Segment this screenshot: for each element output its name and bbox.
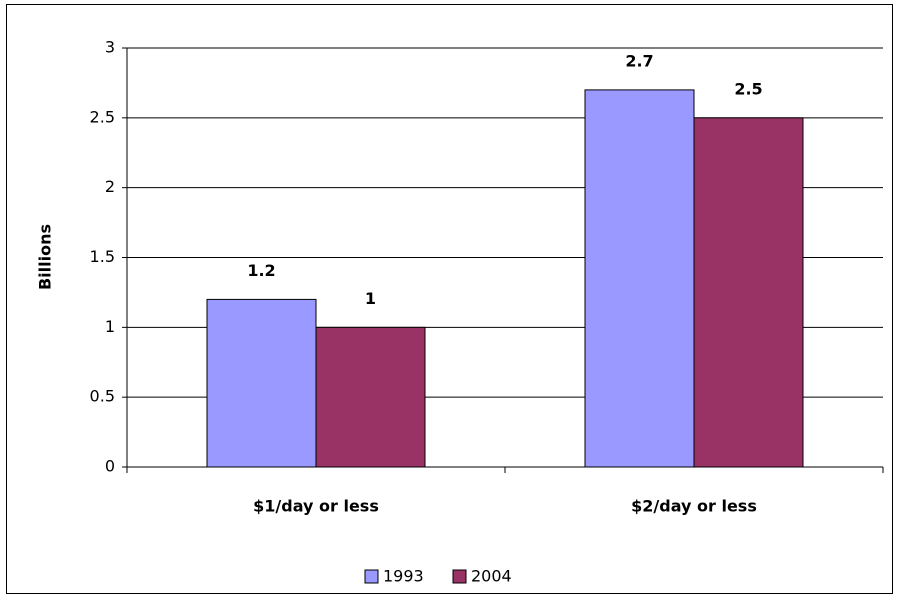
legend-swatch [364, 569, 379, 584]
y-tick-label: 3 [105, 38, 115, 57]
bar [584, 89, 695, 468]
bar [315, 326, 426, 468]
bar [693, 117, 804, 468]
x-tick-label: $1/day or less [253, 497, 379, 516]
data-label: 1 [365, 289, 376, 308]
y-tick-label: 2.5 [90, 107, 115, 126]
data-label: 2.5 [734, 79, 762, 98]
legend-label: 2004 [471, 567, 512, 586]
x-tick-label: $2/day or less [631, 497, 757, 516]
y-tick-label: 2 [105, 177, 115, 196]
legend-label: 1993 [383, 567, 424, 586]
bar [206, 298, 317, 468]
y-tick-label: 1.5 [90, 247, 115, 266]
y-tick-label: 0.5 [90, 387, 115, 406]
y-tick-label: 0 [105, 457, 115, 476]
y-tick-label: 1 [105, 317, 115, 336]
y-axis-title: Billions [36, 224, 55, 290]
data-label: 2.7 [625, 51, 653, 70]
data-label: 1.2 [247, 261, 275, 280]
legend-swatch [452, 569, 467, 584]
